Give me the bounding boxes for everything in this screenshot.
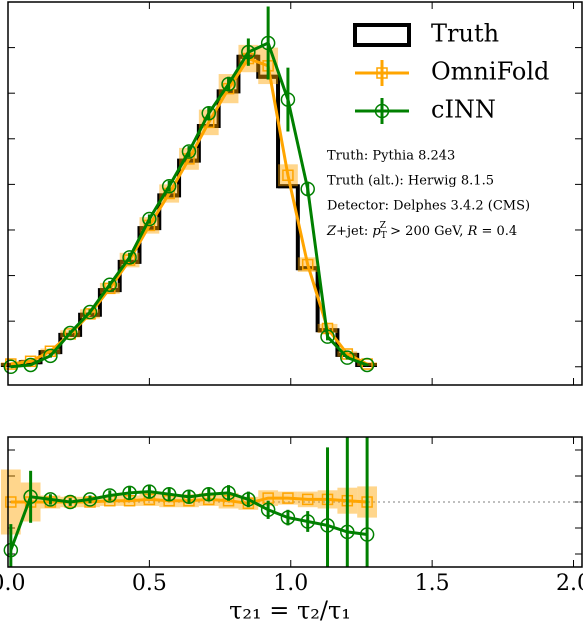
marker [241, 492, 256, 507]
legend-label: Truth [431, 20, 499, 48]
truth-outline [0, 54, 377, 367]
x-tick-label: 1.0 [273, 571, 308, 596]
marker [43, 492, 58, 507]
marker [221, 76, 236, 92]
legend-label: cINN [431, 96, 496, 124]
marker [122, 250, 137, 265]
marker [282, 492, 294, 504]
annotation-part: > 200 GeV, [386, 224, 468, 239]
marker [82, 304, 98, 320]
marker [3, 359, 19, 375]
marker [300, 514, 315, 529]
marker [301, 493, 314, 506]
legend-label: OmniFold [431, 58, 549, 86]
legend-swatch [376, 67, 388, 79]
x-tick-label: 1.5 [415, 571, 450, 596]
marker [62, 494, 78, 510]
marker [359, 527, 375, 542]
marker [221, 485, 236, 501]
marker [23, 357, 38, 373]
series-line [10, 56, 368, 366]
marker [300, 181, 315, 197]
marker [320, 518, 335, 533]
marker [82, 492, 98, 507]
marker [201, 106, 217, 121]
x-axis-label: τ₂₁ = τ₂/τ₁ [229, 597, 351, 625]
marker [43, 348, 58, 364]
marker [3, 542, 19, 558]
legend-swatch [353, 23, 411, 47]
marker [320, 329, 335, 344]
marker [102, 488, 118, 503]
marker [282, 169, 294, 182]
marker [62, 325, 78, 341]
marker [5, 496, 17, 508]
axes-frame [7, 1, 583, 386]
marker [340, 524, 355, 540]
axes-frame [7, 436, 583, 568]
marker [161, 178, 177, 194]
marker [142, 211, 157, 227]
marker [280, 92, 296, 107]
annotation-part: Z [326, 224, 337, 239]
legend-swatch [374, 103, 390, 119]
marker [340, 350, 355, 365]
marker [181, 489, 197, 505]
x-tick-label: 0.5 [132, 571, 167, 596]
annotation: Truth: Pythia 8.243 [327, 149, 455, 164]
annotation-part: +jet: [336, 224, 372, 239]
annotation-part: R [467, 224, 478, 239]
x-tick-label: 0.0 [0, 571, 26, 596]
series-line [10, 40, 368, 369]
marker [301, 258, 314, 271]
annotation: Detector: Delphes 3.4.2 (CMS) [327, 199, 530, 214]
marker [5, 358, 17, 370]
marker [280, 510, 296, 525]
annotation-part: Z [380, 221, 386, 231]
annotation-part: T [381, 231, 387, 241]
marker [23, 489, 38, 505]
marker [260, 35, 276, 51]
marker [142, 484, 157, 499]
x-tick-label: 2.0 [556, 571, 583, 596]
annotation: Z+jet: pTZ > 200 GeV, R = 0.4 [326, 221, 517, 241]
marker [241, 44, 256, 60]
marker [201, 486, 217, 502]
marker [161, 486, 177, 502]
annotation-part: = 0.4 [477, 224, 517, 239]
marker [122, 485, 137, 501]
annotation: Truth (alt.): Herwig 8.1.5 [327, 174, 494, 189]
marker [181, 144, 197, 159]
marker [102, 277, 118, 292]
marker [359, 357, 375, 373]
marker [260, 502, 276, 518]
annotation-part: p [372, 224, 381, 239]
